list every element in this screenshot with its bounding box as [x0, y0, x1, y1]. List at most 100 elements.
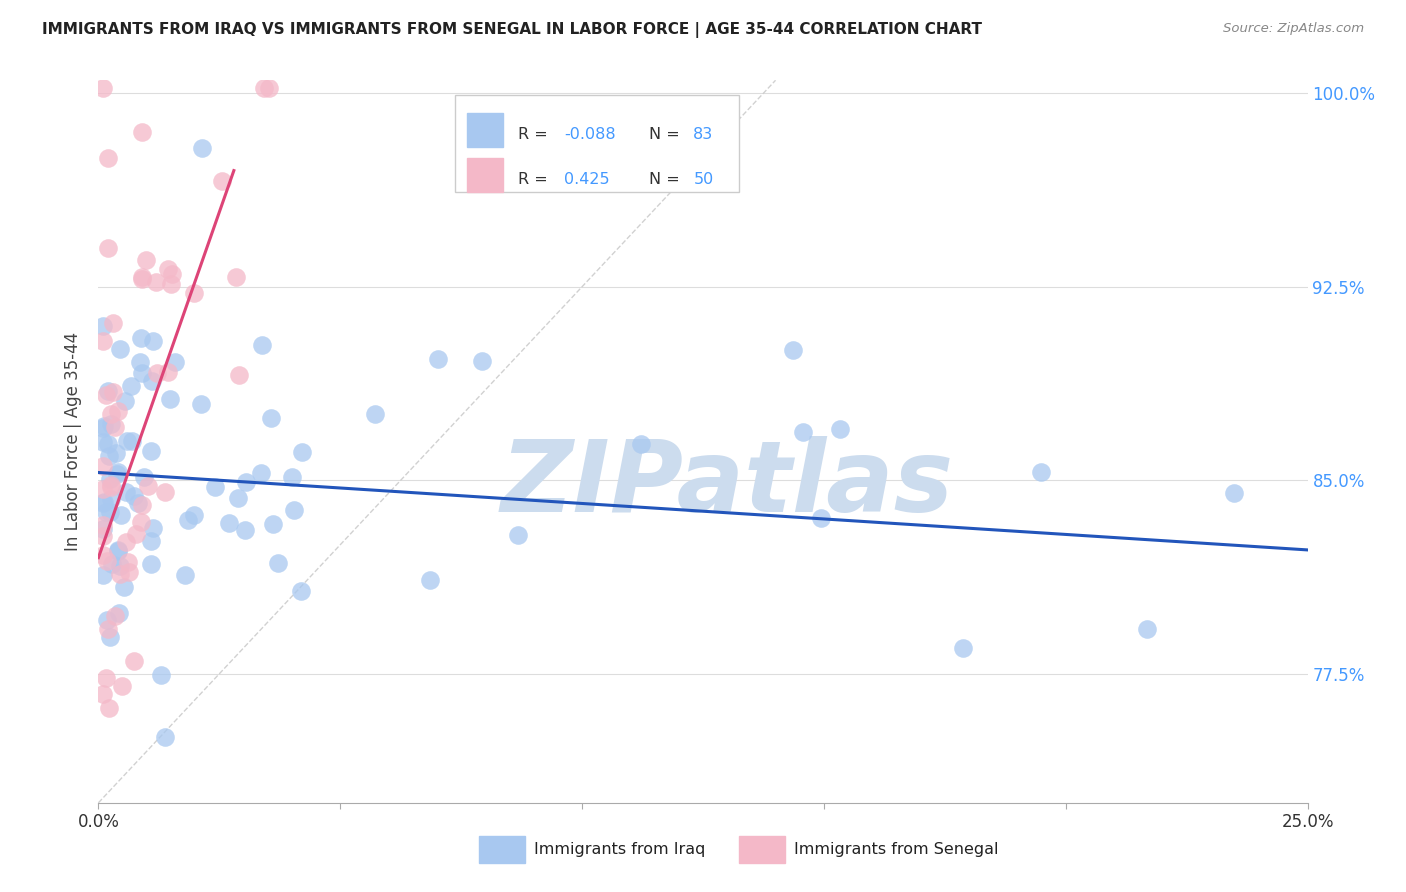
Point [1222, 485, 1244, 500]
Text: N =: N = [648, 127, 685, 142]
Point [91, 334, 114, 348]
Point [96, 613, 118, 627]
Point [96, 554, 118, 568]
Point [136, 479, 159, 493]
Point [290, 583, 312, 598]
Point [125, 527, 148, 541]
Point [91, 458, 114, 473]
Point [260, 410, 283, 425]
Point [91, 687, 114, 701]
Point [98, 505, 121, 519]
Point [114, 394, 136, 409]
Point [120, 379, 142, 393]
Point [122, 654, 145, 668]
Point [211, 174, 233, 188]
Point [91, 421, 114, 435]
Point [253, 81, 276, 95]
Point [145, 275, 167, 289]
Point [129, 354, 152, 368]
Point [91, 434, 114, 449]
Point [259, 81, 281, 95]
Point [131, 498, 153, 512]
Point [110, 508, 132, 523]
Point [107, 544, 129, 558]
Point [233, 523, 256, 537]
Point [141, 557, 163, 571]
Point [105, 467, 128, 482]
FancyBboxPatch shape [467, 112, 503, 147]
Point [183, 508, 205, 522]
Point [792, 425, 814, 439]
Point [225, 269, 247, 284]
Point [108, 606, 131, 620]
Point [283, 503, 305, 517]
Point [156, 261, 179, 276]
FancyBboxPatch shape [479, 836, 526, 863]
Point [176, 513, 198, 527]
Point [114, 484, 136, 499]
Point [97, 151, 120, 165]
Point [131, 270, 153, 285]
Point [204, 480, 226, 494]
Point [91, 567, 114, 582]
Point [228, 368, 250, 383]
Point [97, 700, 120, 714]
Point [250, 338, 273, 352]
Point [103, 385, 125, 400]
Point [131, 125, 153, 139]
Point [98, 472, 121, 486]
Point [100, 407, 122, 421]
Point [364, 408, 387, 422]
Point [100, 417, 122, 432]
Point [111, 679, 134, 693]
Point [93, 419, 115, 434]
Point [266, 556, 288, 570]
Text: IMMIGRANTS FROM IRAQ VS IMMIGRANTS FROM SENEGAL IN LABOR FORCE | AGE 35-44 CORRE: IMMIGRANTS FROM IRAQ VS IMMIGRANTS FROM … [42, 22, 983, 38]
Point [96, 671, 118, 685]
Point [141, 374, 163, 388]
Text: N =: N = [648, 172, 685, 186]
Point [112, 580, 135, 594]
Point [97, 437, 120, 451]
Point [118, 566, 141, 580]
Point [97, 384, 120, 399]
Point [1029, 465, 1052, 479]
Text: Source: ZipAtlas.com: Source: ZipAtlas.com [1223, 22, 1364, 36]
Point [129, 330, 152, 344]
Point [131, 366, 153, 380]
Text: -0.088: -0.088 [564, 127, 616, 142]
Point [162, 268, 184, 282]
Point [122, 489, 145, 503]
Point [91, 518, 114, 533]
Point [107, 403, 129, 417]
Point [157, 365, 180, 379]
Point [155, 730, 177, 744]
Text: 0.425: 0.425 [564, 172, 610, 186]
Point [141, 533, 163, 548]
Point [153, 485, 176, 500]
Text: Immigrants from Iraq: Immigrants from Iraq [534, 842, 704, 857]
Point [91, 522, 114, 536]
Point [471, 353, 494, 368]
Text: R =: R = [517, 172, 558, 186]
Point [160, 277, 183, 291]
Point [419, 573, 441, 587]
Point [108, 342, 131, 356]
Point [91, 482, 114, 496]
Point [135, 252, 157, 267]
Point [250, 466, 273, 480]
Point [262, 516, 284, 531]
Point [291, 445, 314, 459]
Point [100, 491, 122, 506]
Point [101, 317, 124, 331]
Point [97, 241, 120, 255]
Text: Immigrants from Senegal: Immigrants from Senegal [793, 842, 998, 857]
Text: 50: 50 [693, 172, 714, 186]
Text: R =: R = [517, 127, 553, 142]
Point [191, 141, 214, 155]
Point [97, 622, 120, 636]
Point [110, 567, 132, 582]
Point [952, 640, 974, 655]
Point [127, 496, 149, 510]
FancyBboxPatch shape [740, 836, 785, 863]
